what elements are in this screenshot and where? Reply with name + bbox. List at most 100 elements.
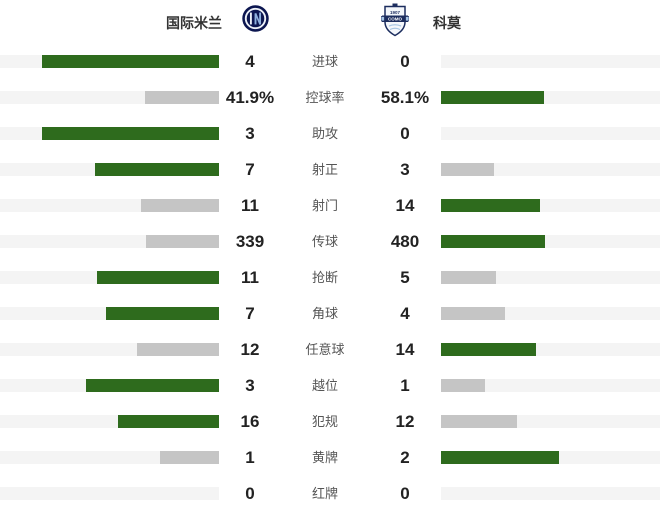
away-stat-track xyxy=(441,486,660,500)
stat-label: 犯规 xyxy=(311,413,338,429)
away-stat-value: 0 xyxy=(400,51,410,71)
away-stat-value: 14 xyxy=(395,195,415,215)
home-stat-value: 3 xyxy=(245,123,255,143)
home-stat-value: 11 xyxy=(241,267,259,287)
stat-label: 进球 xyxy=(311,53,338,69)
home-stat-value: 7 xyxy=(245,159,255,179)
stat-row: 7 射正 3 xyxy=(0,151,660,187)
home-stat-track xyxy=(0,378,219,392)
home-stat-value: 339 xyxy=(235,231,265,251)
away-stat-value: 14 xyxy=(395,339,415,359)
home-stat-track xyxy=(0,126,219,140)
away-stat-bar xyxy=(441,414,517,428)
stat-row: 11 抢断 5 xyxy=(0,259,660,295)
home-stat-track xyxy=(0,342,219,356)
home-stat-bar xyxy=(145,90,219,104)
stat-row: 41.9% 控球率 58.1% xyxy=(0,79,660,115)
away-stat-track xyxy=(441,234,660,248)
home-stat-bar xyxy=(42,54,219,68)
away-stat-bar xyxy=(441,450,559,464)
away-stat-bar xyxy=(441,234,545,248)
away-stat-track xyxy=(441,450,660,464)
home-stat-bar xyxy=(118,414,219,428)
stat-row: 339 传球 480 xyxy=(0,223,660,259)
away-stat-track xyxy=(441,90,660,104)
away-stat-bar xyxy=(441,378,485,392)
stat-label: 黄牌 xyxy=(311,449,338,465)
home-stat-bar xyxy=(146,234,219,248)
away-stat-track xyxy=(441,306,660,320)
home-stat-bar xyxy=(141,198,219,212)
stat-label: 传球 xyxy=(311,233,338,249)
home-stat-track xyxy=(0,414,219,428)
stat-label: 红牌 xyxy=(311,485,338,501)
away-stat-bar xyxy=(441,306,505,320)
stat-row: 3 越位 1 xyxy=(0,367,660,403)
home-stat-bar xyxy=(137,342,219,356)
stat-label: 射门 xyxy=(311,197,338,213)
home-stat-value: 12 xyxy=(240,339,260,359)
home-stat-track xyxy=(0,450,219,464)
away-stat-value: 0 xyxy=(400,483,410,503)
away-stat-value: 1 xyxy=(400,375,410,395)
home-stat-value: 7 xyxy=(245,303,255,323)
stat-label: 射正 xyxy=(311,161,338,177)
stat-row: 1 黄牌 2 xyxy=(0,439,660,475)
away-stat-track xyxy=(441,414,660,428)
home-stat-value: 3 xyxy=(245,375,255,395)
home-stat-track xyxy=(0,270,219,284)
stat-row: 4 进球 0 xyxy=(0,43,660,79)
home-stat-track xyxy=(0,306,219,320)
home-stat-value: 16 xyxy=(240,411,260,431)
stat-label: 越位 xyxy=(311,377,338,393)
home-stat-value: 41.9% xyxy=(225,87,275,107)
home-stat-value: 1 xyxy=(245,447,255,467)
home-stat-track xyxy=(0,486,219,500)
home-stat-track xyxy=(0,198,219,212)
away-stat-bar xyxy=(441,270,496,284)
away-stat-track xyxy=(441,54,660,68)
stat-row: 0 红牌 0 xyxy=(0,475,660,511)
away-stat-track xyxy=(441,126,660,140)
away-stat-value: 5 xyxy=(400,267,410,287)
home-stat-bar xyxy=(95,162,219,176)
away-stat-value: 2 xyxy=(400,447,410,467)
away-stat-track xyxy=(441,378,660,392)
stat-label: 任意球 xyxy=(305,341,345,357)
stat-row: 11 射门 14 xyxy=(0,187,660,223)
stat-row: 16 犯规 12 xyxy=(0,403,660,439)
home-stat-value: 11 xyxy=(241,195,259,215)
home-stat-track xyxy=(0,234,219,248)
away-stat-value: 12 xyxy=(395,411,415,431)
stat-label: 角球 xyxy=(311,305,338,321)
stat-row: 12 任意球 14 xyxy=(0,331,660,367)
home-stat-track xyxy=(0,54,219,68)
away-stat-track xyxy=(441,162,660,176)
como-crest-wordmark: COMO xyxy=(388,17,402,22)
home-team-name: 国际米兰 xyxy=(166,15,222,31)
stat-row: 3 助攻 0 xyxy=(0,115,660,151)
away-stat-bar xyxy=(441,90,544,104)
stat-label: 助攻 xyxy=(311,125,338,141)
home-stat-track xyxy=(0,90,219,104)
away-stat-value: 3 xyxy=(400,159,410,179)
match-header: 国际米兰 1907 COMO 科莫 xyxy=(0,0,660,43)
home-stat-bar xyxy=(86,378,219,392)
away-stat-value: 480 xyxy=(390,231,420,251)
home-stat-bar xyxy=(106,306,219,320)
away-stat-track xyxy=(441,342,660,356)
away-stat-value: 4 xyxy=(400,303,410,323)
away-stat-value: 58.1% xyxy=(380,87,430,107)
home-stat-bar xyxy=(160,450,219,464)
away-stat-bar xyxy=(441,162,494,176)
home-stat-track xyxy=(0,162,219,176)
stat-label: 抢断 xyxy=(311,269,338,285)
home-stat-bar xyxy=(42,126,219,140)
como-crest-year: 1907 xyxy=(390,10,401,15)
inter-milan-crest-icon xyxy=(242,5,269,32)
home-stat-bar xyxy=(97,270,219,284)
away-stat-track xyxy=(441,198,660,212)
away-stat-bar xyxy=(441,342,536,356)
away-stat-bar xyxy=(441,198,540,212)
como-1907-crest-icon: 1907 COMO xyxy=(381,3,409,37)
